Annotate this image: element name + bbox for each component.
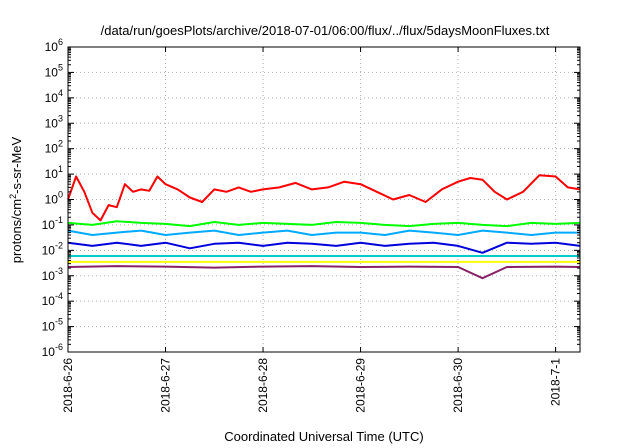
x-tick-label: 2018-6-29	[354, 358, 368, 413]
series-line-2	[67, 220, 581, 228]
y-tick-label: 101	[45, 164, 63, 181]
y-tick-label: 10-3	[42, 266, 63, 283]
y-tick-label: 104	[45, 88, 63, 105]
x-tick-label: 2018-6-26	[61, 358, 75, 413]
y-tick-label: 103	[45, 113, 63, 130]
x-axis-label: Coordinated Universal Time (UTC)	[224, 429, 423, 444]
x-tick-label: 2018-6-28	[256, 358, 270, 413]
y-tick-label: 10-6	[42, 342, 63, 359]
series-group	[67, 174, 581, 280]
y-tick-label: 10-4	[42, 291, 63, 308]
y-tick-label: 10-5	[42, 317, 63, 334]
y-axis-label: protons/cm2-s-sr-MeV	[8, 136, 24, 263]
series-line-4	[67, 241, 581, 254]
y-tick-label: 100	[45, 190, 63, 207]
x-tick-label: 2018-6-27	[159, 358, 173, 413]
x-tick-label: 2018-6-30	[451, 358, 465, 413]
series-line-7	[67, 265, 581, 280]
y-tick-label: 10-2	[42, 240, 63, 257]
series-line-3	[67, 229, 580, 236]
y-tick-label: 10-1	[42, 215, 63, 232]
y-tick-label: 105	[45, 62, 63, 79]
axis-ticks: 2018-6-26 2018-6-27 2018-6-28 2018-6-29 2018…	[42, 37, 580, 413]
chart-title: /data/run/goesPlots/archive/2018-07-01/0…	[101, 23, 550, 38]
y-tick-label: 106	[45, 37, 63, 54]
series-line-1	[67, 174, 581, 222]
y-tick-label: 102	[45, 139, 63, 156]
x-tick-label: 2018-7-1	[549, 358, 563, 406]
